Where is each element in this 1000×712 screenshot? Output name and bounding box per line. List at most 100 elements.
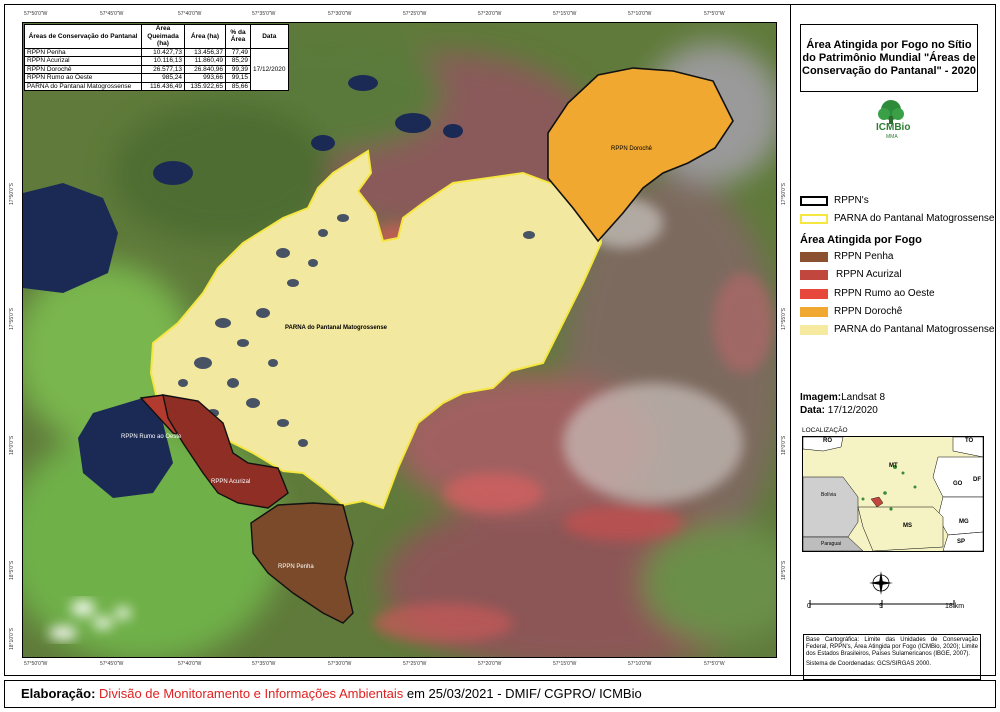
scale-bar bbox=[809, 600, 955, 608]
legend-acurizal: RPPN Acurizal bbox=[836, 269, 902, 280]
legend-swatch-rppns bbox=[800, 196, 828, 206]
table-cell: PARNA do Pantanal Matogrossense bbox=[24, 81, 142, 91]
top-coord-10: 57°5'0"W bbox=[704, 11, 725, 17]
table-date: 17/12/2020 bbox=[250, 47, 289, 91]
logo-sub: MMA bbox=[886, 134, 898, 140]
legend-swatch-doroche bbox=[800, 307, 828, 317]
image-date: Data: 17/12/2020 bbox=[800, 405, 878, 416]
table-cell: RPPN Dorochê bbox=[24, 64, 142, 74]
right-coord-4: 18°5'0"S bbox=[781, 560, 787, 580]
bottom-coord-10: 57°5'0"W bbox=[704, 661, 725, 667]
table-cell: 77,49 bbox=[225, 47, 251, 57]
burned-area-table: Áreas de Conservação do Pantanal Área Qu… bbox=[24, 24, 289, 91]
bottom-coord-8: 57°15'0"W bbox=[553, 661, 577, 667]
bottom-coord-9: 57°10'0"W bbox=[628, 661, 652, 667]
logo-text: ICMBio bbox=[876, 122, 911, 133]
bottom-coord-5: 57°30'0"W bbox=[328, 661, 352, 667]
top-coord-7: 57°20'0"W bbox=[478, 11, 502, 17]
table-cell: RPPN Rumo ao Oeste bbox=[24, 73, 142, 83]
top-coord-2: 57°45'0"W bbox=[100, 11, 124, 17]
table-row: PARNA do Pantanal Matogrossense 116.436,… bbox=[24, 81, 289, 91]
map-title: Área Atingida por Fogo no Sítio do Patri… bbox=[800, 24, 978, 92]
map-frame bbox=[4, 4, 996, 676]
top-coord-4: 57°35'0"W bbox=[252, 11, 276, 17]
inset-go: GO bbox=[953, 481, 963, 487]
top-coord-3: 57°40'0"W bbox=[178, 11, 202, 17]
footer-rest: em 25/03/2021 - DMIF/ CGPRO/ ICMBio bbox=[406, 686, 642, 701]
table-row: RPPN Dorochê 26.577,13 26.840,96 99,39 bbox=[24, 64, 289, 74]
right-coord-3: 18°0'0"S bbox=[781, 435, 787, 455]
table-cell: 10.427,73 bbox=[141, 47, 185, 57]
table-row: RPPN Acurizal 10.116,13 11.860,49 85,29 bbox=[24, 56, 289, 66]
legend-swatch-parna-outline bbox=[800, 214, 828, 224]
legend-swatch-rumo bbox=[800, 289, 828, 299]
left-coord-1: 17°50'0"S bbox=[9, 183, 15, 205]
table-cell: 99,15 bbox=[225, 73, 251, 83]
table-cell: 26.577,13 bbox=[141, 64, 185, 74]
table-row: RPPN Rumo ao Oeste 985,24 993,66 99,15 bbox=[24, 73, 289, 83]
table-cell: 85,29 bbox=[225, 56, 251, 66]
credits-footer: Elaboração: Divisão de Monitoramento e I… bbox=[4, 680, 996, 708]
table-header-burned: Área Queimada (ha) bbox=[141, 24, 185, 49]
table-header-percent: % da Área bbox=[225, 24, 251, 49]
inset-paraguay: Paraguai bbox=[821, 541, 842, 547]
bottom-coord-3: 57°40'0"W bbox=[178, 661, 202, 667]
table-cell: RPPN Acurizal bbox=[24, 56, 142, 66]
top-coord-6: 57°25'0"W bbox=[403, 11, 427, 17]
table-cell: 116.436,49 bbox=[141, 81, 185, 91]
legend-doroche: RPPN Dorochê bbox=[834, 306, 903, 317]
image-source: Imagem:Landsat 8 bbox=[800, 392, 886, 403]
base-crs: Sistema de Coordenadas: GCS/SIRGAS 2000. bbox=[806, 661, 932, 667]
table-row: RPPN Penha 10.427,73 13.456,37 77,49 17/… bbox=[24, 47, 289, 91]
cartographic-base: Base Cartográfica: Limite das Unidades d… bbox=[803, 634, 981, 680]
top-coord-1: 57°50'0"W bbox=[24, 11, 48, 17]
table-cell: 99,39 bbox=[225, 64, 251, 74]
legend-swatch-penha bbox=[800, 252, 828, 262]
inset-bolivia: Bolívia bbox=[821, 492, 837, 498]
scale-tick-0: 0 bbox=[807, 603, 811, 610]
footer-label: Elaboração: bbox=[21, 686, 96, 701]
legend-parna-outline: PARNA do Pantanal Matogrossense bbox=[834, 213, 995, 224]
legend-rumo: RPPN Rumo ao Oeste bbox=[834, 288, 935, 299]
scale-tick-18: 18 km bbox=[945, 603, 965, 610]
inset-title: LOCALIZAÇÃO bbox=[802, 427, 848, 434]
inset-canvas bbox=[803, 437, 983, 551]
table-header-area: Áreas de Conservação do Pantanal bbox=[24, 24, 142, 49]
scale-tick-9: 9 bbox=[879, 603, 883, 610]
table-cell: 11.860,49 bbox=[184, 56, 226, 66]
table-cell: 13.456,37 bbox=[184, 47, 226, 57]
left-coord-4: 18°5'0"S bbox=[9, 560, 15, 580]
footer-org: Divisão de Monitoramento e Informações A… bbox=[99, 686, 404, 701]
left-coord-3: 18°0'0"S bbox=[9, 435, 15, 455]
bottom-coord-6: 57°25'0"W bbox=[403, 661, 427, 667]
bottom-coord-4: 57°35'0"W bbox=[252, 661, 276, 667]
legend-panel bbox=[790, 4, 996, 676]
top-coord-8: 57°15'0"W bbox=[553, 11, 577, 17]
left-coord-5: 18°10'0"S bbox=[9, 628, 15, 650]
legend-burned-title: Área Atingida por Fogo bbox=[800, 234, 922, 246]
satellite-map: RPPN Dorochê PARNA do Pantanal Matogross… bbox=[22, 22, 777, 658]
legend-rppns: RPPN's bbox=[834, 195, 869, 206]
legend-parna: PARNA do Pantanal Matogrossense bbox=[834, 324, 995, 335]
map-canvas: RPPN Dorochê PARNA do Pantanal Matogross… bbox=[23, 23, 776, 657]
right-coord-2: 17°55'0"S bbox=[781, 308, 787, 330]
legend-swatch-acurizal bbox=[800, 270, 828, 280]
table-cell: 10.116,13 bbox=[141, 56, 185, 66]
top-coord-5: 57°30'0"W bbox=[328, 11, 352, 17]
location-inset-map: RO TO MT GO DF MG MS SP Bolívia Paraguai bbox=[802, 436, 984, 552]
legend-penha: RPPN Penha bbox=[834, 251, 894, 262]
inset-sp: SP bbox=[957, 539, 966, 545]
table-cell: 85,66 bbox=[225, 81, 251, 91]
inset-ms: MS bbox=[903, 523, 912, 529]
bottom-coord-1: 57°50'0"W bbox=[24, 661, 48, 667]
label-parna: PARNA do Pantanal Matogrossense bbox=[285, 325, 388, 331]
inset-ro: RO bbox=[823, 438, 832, 444]
label-doroche: RPPN Dorochê bbox=[611, 146, 653, 152]
north-arrow-icon bbox=[869, 571, 893, 595]
legend-swatch-parna bbox=[800, 325, 828, 335]
label-acurizal: RPPN Acurizal bbox=[211, 479, 250, 485]
table-cell: 985,24 bbox=[141, 73, 185, 83]
inset-mg: MG bbox=[959, 519, 969, 525]
inset-mt: MT bbox=[889, 463, 898, 469]
right-coord-1: 17°50'0"S bbox=[781, 183, 787, 205]
